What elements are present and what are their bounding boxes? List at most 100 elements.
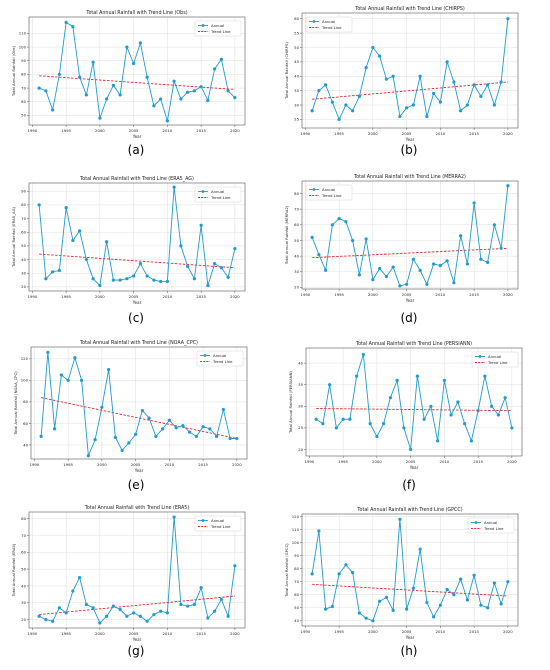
x-tick-label: 2010 <box>436 131 446 136</box>
x-tick-label: 2020 <box>503 292 513 297</box>
chart-title: Total Annual Rainfall with Trend Line (G… <box>356 507 462 513</box>
legend-label-trend: Trend Line <box>321 25 342 30</box>
trend-line <box>39 75 235 90</box>
data-point <box>111 604 115 608</box>
x-axis-label: Year <box>405 635 415 640</box>
data-point <box>64 206 68 210</box>
data-point <box>186 604 190 608</box>
chart-title: Total Annual Rainfall with Trend Line (E… <box>79 176 194 182</box>
y-tick-label: 55 <box>294 30 299 35</box>
y-tick-label: 20 <box>298 447 303 452</box>
x-tick-label: 2015 <box>469 292 479 297</box>
x-tick-label: 2020 <box>507 459 517 464</box>
data-point <box>71 24 75 29</box>
data-point <box>418 268 422 272</box>
chart-title: Total Annual Rainfall with Trend Line (N… <box>79 340 198 346</box>
data-point <box>118 278 122 282</box>
data-point <box>438 603 442 607</box>
y-tick-label: 25 <box>294 117 299 122</box>
data-point <box>111 278 115 282</box>
data-point <box>344 563 348 567</box>
y-tick-label: 60 <box>21 230 26 235</box>
data-point <box>159 609 163 613</box>
axes-frame <box>28 182 246 292</box>
data-point <box>469 439 473 443</box>
x-tick-label: 2015 <box>196 294 206 299</box>
data-point <box>472 573 476 577</box>
y-tick-label: 60 <box>23 421 28 426</box>
data-point <box>415 374 419 378</box>
trend-line <box>39 595 235 615</box>
data-point <box>456 400 460 404</box>
x-tick-label: 2005 <box>406 459 416 464</box>
legend-label-annual: Annual <box>322 187 335 192</box>
x-axis-label: Year <box>132 300 142 305</box>
data-point <box>199 85 203 89</box>
data-point <box>432 91 436 96</box>
data-point <box>391 74 395 78</box>
data-point <box>375 434 379 439</box>
data-point <box>186 90 190 94</box>
panel-label: (f) <box>402 478 416 492</box>
data-point <box>405 106 409 110</box>
data-point <box>344 103 348 107</box>
data-point <box>172 79 176 83</box>
panel-label: (h) <box>401 644 418 658</box>
y-tick-label: 50 <box>21 113 26 118</box>
data-point <box>120 448 124 452</box>
legend-box <box>471 351 519 368</box>
legend-label-trend: Trend Line <box>483 526 504 531</box>
axes-frame <box>30 346 248 460</box>
x-tick-label: 1995 <box>338 459 348 464</box>
x-axis-label: Year <box>134 468 144 473</box>
x-tick-label: 1990 <box>301 292 311 297</box>
data-point <box>492 223 496 227</box>
data-point <box>105 240 109 244</box>
plot-area <box>29 512 245 628</box>
data-point <box>226 89 230 93</box>
y-tick-label: 70 <box>294 206 299 211</box>
data-point <box>436 439 440 443</box>
data-point <box>44 617 48 622</box>
y-tick-label: 90 <box>21 189 26 194</box>
y-tick-label: 100 <box>21 378 29 383</box>
data-point <box>78 229 82 233</box>
data-point <box>310 572 314 576</box>
data-point <box>398 114 402 119</box>
y-tick-label: 20 <box>21 284 26 289</box>
data-point <box>51 108 55 112</box>
data-point <box>405 607 409 611</box>
data-point <box>357 611 361 615</box>
data-point <box>145 75 149 79</box>
legend-label-trend: Trend Line <box>487 360 508 365</box>
data-point <box>80 378 84 382</box>
data-point <box>449 413 453 417</box>
data-point <box>37 614 41 618</box>
series-line-annual <box>311 18 509 121</box>
data-point <box>71 238 75 243</box>
data-point <box>132 61 136 66</box>
data-point <box>463 422 467 426</box>
data-point <box>71 589 75 593</box>
y-tick-label: 40 <box>21 257 26 262</box>
x-tick-label: 2000 <box>372 459 382 464</box>
y-tick-label: 80 <box>21 72 26 77</box>
data-point <box>44 277 48 281</box>
data-point <box>324 83 328 87</box>
y-tick-label: 30 <box>294 269 299 274</box>
x-tick-label: 2005 <box>129 631 139 636</box>
legend-label-annual: Annual <box>211 189 224 194</box>
legend-label-annual: Annual <box>488 354 501 359</box>
axes-frame <box>301 12 519 129</box>
legend-box <box>194 20 242 37</box>
y-tick-label: 40 <box>298 360 303 365</box>
data-point <box>213 262 217 266</box>
data-point <box>330 604 334 609</box>
chart-title: Total Annual Rainfall with Trend Line (P… <box>355 341 472 347</box>
data-point <box>132 274 136 278</box>
chart-panel-2: 1990 1995 2000 2005 2010 2015 2020 25 30 35 40 45 50… <box>284 6 519 142</box>
x-tick-label: 2010 <box>440 459 450 464</box>
data-point <box>84 257 88 262</box>
